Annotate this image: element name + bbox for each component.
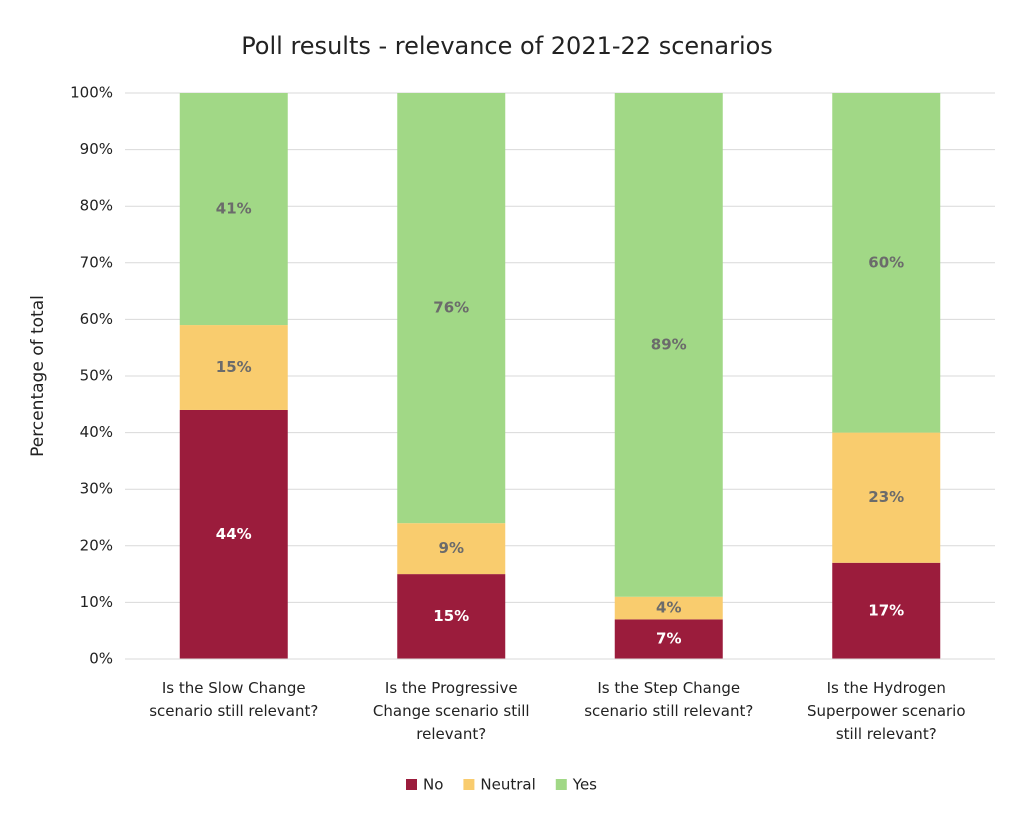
bar-segment [614, 619, 723, 659]
y-tick-label: 50% [80, 367, 113, 385]
y-tick-label: 80% [80, 197, 113, 215]
bar-segment [397, 93, 506, 524]
x-tick-label: Is the Slow Change scenario still relevan… [149, 679, 318, 720]
legend-swatch [555, 779, 567, 790]
legend-label: Neutral [480, 776, 535, 794]
bar-segment [179, 409, 288, 659]
data-label: 60% [868, 253, 904, 271]
data-label: 15% [433, 607, 469, 625]
y-tick-label: 30% [80, 480, 113, 498]
y-tick-label: 10% [80, 593, 113, 611]
y-tick-label: 70% [80, 253, 113, 271]
data-label: 7% [656, 630, 681, 648]
data-label: 17% [868, 601, 904, 619]
y-tick-label: 90% [80, 140, 113, 158]
bar-segment [832, 562, 941, 659]
data-label: 15% [216, 358, 252, 376]
data-label: 44% [216, 525, 252, 543]
y-tick-label: 20% [80, 536, 113, 554]
data-label: 23% [868, 488, 904, 506]
data-label: 4% [656, 599, 681, 617]
x-tick-label: Is the Progressive Change scenario still r… [373, 679, 530, 743]
x-tick-label: Is the Hydrogen Superpower scenario still … [807, 679, 966, 743]
bar-segment [179, 325, 288, 410]
data-label: 76% [433, 299, 469, 317]
bar-segment [397, 574, 506, 659]
bar-segment [397, 523, 506, 575]
y-tick-label: 0% [89, 650, 113, 668]
bar-segment [832, 432, 941, 563]
bar-segment [179, 93, 288, 326]
bar-segment [832, 93, 941, 433]
legend-label: No [423, 776, 443, 794]
data-label: 89% [651, 335, 687, 353]
bar-segment [614, 596, 723, 620]
legend-label: Yes [572, 776, 597, 794]
y-tick-label: 60% [80, 310, 113, 328]
y-axis-label: Percentage of total [28, 295, 48, 457]
bar-segment [614, 93, 723, 597]
x-tick-label: Is the Step Change scenario still relevan… [584, 679, 753, 720]
data-label: 41% [216, 200, 252, 218]
y-tick-label: 100% [70, 84, 113, 102]
legend-swatch [406, 779, 417, 790]
legend-swatch [463, 779, 475, 790]
data-label: 9% [439, 539, 464, 557]
y-tick-label: 40% [80, 423, 113, 441]
chart-title: Poll results - relevance of 2021-22 scen… [241, 32, 773, 60]
